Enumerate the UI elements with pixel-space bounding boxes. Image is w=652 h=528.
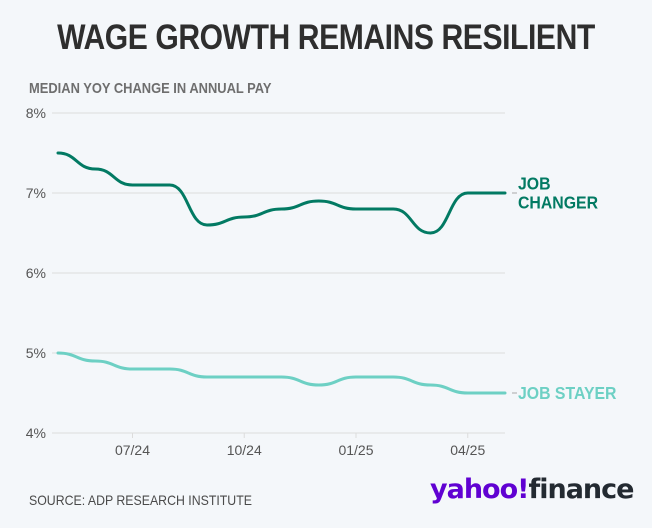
logo-brand: yahoo! xyxy=(430,474,529,505)
series-label: CHANGER xyxy=(518,193,598,213)
logo-product: finance xyxy=(528,474,634,505)
x-axis-ticks: 07/24 10/24 01/25 04/25 xyxy=(115,433,485,458)
chart-title: WAGE GROWTH REMAINS RESILIENT xyxy=(57,18,595,57)
series-lines xyxy=(56,151,507,395)
series-label: JOB xyxy=(518,174,551,194)
y-tick-label: 6% xyxy=(26,265,46,281)
y-tick-label: 4% xyxy=(26,425,46,441)
series-label: JOB STAYER xyxy=(518,383,616,403)
grid-lines xyxy=(52,112,505,434)
y-tick-label: 8% xyxy=(26,105,46,121)
chart-subtitle: MEDIAN YOY CHANGE IN ANNUAL PAY xyxy=(29,80,272,97)
x-tick-label: 10/24 xyxy=(227,442,262,458)
x-tick-label: 07/24 xyxy=(115,442,150,458)
source-note: SOURCE: ADP RESEARCH INSTITUTE xyxy=(29,492,252,508)
series-line-job-stayer xyxy=(56,351,507,395)
y-axis-ticks: 4% 5% 6% 7% 8% xyxy=(26,105,46,441)
y-tick-label: 7% xyxy=(26,185,46,201)
x-tick-label: 04/25 xyxy=(450,442,485,458)
y-tick-label: 5% xyxy=(26,345,46,361)
x-tick-label: 01/25 xyxy=(338,442,373,458)
series-line-job-changer xyxy=(56,151,507,235)
yahoo-finance-logo: yahoo!finance xyxy=(430,474,634,505)
